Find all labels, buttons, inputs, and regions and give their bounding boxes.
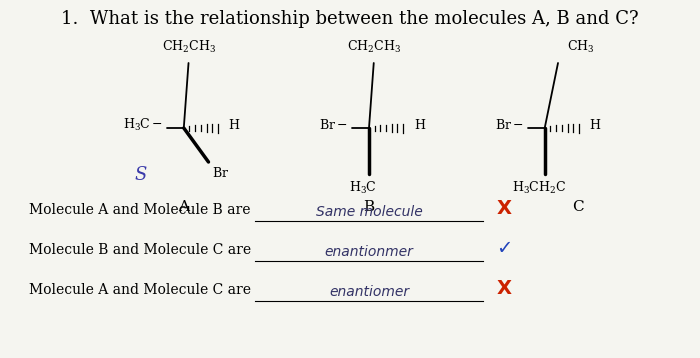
Text: enantionmer: enantionmer bbox=[325, 245, 414, 259]
Text: ✓: ✓ bbox=[496, 238, 512, 257]
Text: $\mathregular{H_3C}$: $\mathregular{H_3C}$ bbox=[349, 180, 377, 196]
Text: $\mathregular{CH_3}$: $\mathregular{CH_3}$ bbox=[567, 39, 594, 55]
Text: Molecule A and Molecule C are: Molecule A and Molecule C are bbox=[29, 283, 251, 297]
Text: Same molecule: Same molecule bbox=[316, 205, 422, 219]
Text: $\mathregular{Br-}$: $\mathregular{Br-}$ bbox=[319, 118, 348, 132]
Text: $\mathregular{Br}$: $\mathregular{Br}$ bbox=[212, 166, 230, 180]
Text: $\mathregular{CH_2CH_3}$: $\mathregular{CH_2CH_3}$ bbox=[162, 39, 216, 55]
Text: enantiomer: enantiomer bbox=[329, 285, 409, 299]
Text: S: S bbox=[135, 166, 147, 184]
Text: B: B bbox=[363, 200, 374, 214]
Text: Molecule A and Molecule B are: Molecule A and Molecule B are bbox=[29, 203, 251, 217]
Text: $\mathregular{H}$: $\mathregular{H}$ bbox=[589, 118, 601, 132]
Text: $\mathregular{H_3CH_2C}$: $\mathregular{H_3CH_2C}$ bbox=[512, 180, 566, 196]
Text: $\mathregular{H_3C-}$: $\mathregular{H_3C-}$ bbox=[122, 117, 163, 133]
Text: Molecule B and Molecule C are: Molecule B and Molecule C are bbox=[29, 243, 251, 257]
Text: $\mathregular{H}$: $\mathregular{H}$ bbox=[228, 118, 241, 132]
Text: X: X bbox=[496, 198, 511, 218]
Text: $\mathregular{H}$: $\mathregular{H}$ bbox=[414, 118, 426, 132]
Text: A: A bbox=[178, 200, 189, 214]
Text: $\mathregular{Br-}$: $\mathregular{Br-}$ bbox=[495, 118, 524, 132]
Text: X: X bbox=[496, 279, 511, 297]
Text: $\mathregular{CH_2CH_3}$: $\mathregular{CH_2CH_3}$ bbox=[346, 39, 400, 55]
Text: 1.  What is the relationship between the molecules A, B and C?: 1. What is the relationship between the … bbox=[61, 10, 639, 28]
Text: C: C bbox=[572, 200, 584, 214]
